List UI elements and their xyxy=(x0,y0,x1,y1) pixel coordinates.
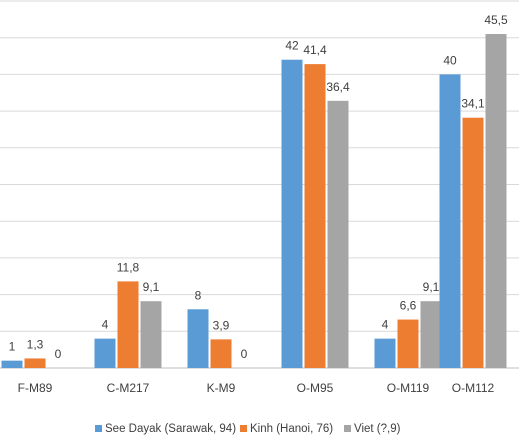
data-label: 41,4 xyxy=(303,43,327,57)
bar xyxy=(439,74,461,369)
data-label: 11,8 xyxy=(117,260,140,274)
bar xyxy=(24,358,46,368)
bar xyxy=(462,117,484,369)
bar xyxy=(327,100,349,368)
data-label: 0 xyxy=(55,347,62,361)
data-label: 42 xyxy=(285,39,299,53)
data-label: 1 xyxy=(9,340,16,354)
bar xyxy=(304,64,326,369)
legend-swatch xyxy=(344,425,351,432)
data-label: 3,9 xyxy=(213,318,230,332)
bar xyxy=(420,301,442,368)
legend-swatch xyxy=(95,425,102,432)
x-tick-label: K-M9 xyxy=(207,381,236,395)
data-label: 36,4 xyxy=(326,80,350,94)
data-label: 1,3 xyxy=(27,337,44,351)
bar xyxy=(94,338,116,368)
bar xyxy=(140,301,162,368)
x-tick-label: O-M119 xyxy=(387,381,430,395)
x-tick-label: C-M217 xyxy=(107,381,150,395)
data-label: 8 xyxy=(195,288,202,302)
x-tick-label: F-M89 xyxy=(18,381,53,395)
bar xyxy=(210,339,232,368)
x-tick-label: O-M95 xyxy=(297,381,334,395)
gridlines xyxy=(0,0,519,369)
data-label: 9,1 xyxy=(143,280,160,294)
data-label: 40 xyxy=(443,53,457,67)
x-tick-label: O-M112 xyxy=(452,381,495,395)
data-label: 6,6 xyxy=(400,299,417,313)
data-label: 4 xyxy=(382,318,389,332)
data-label: 9,1 xyxy=(423,280,440,294)
bars xyxy=(1,34,507,369)
legend-label: See Dayak (Sarawak, 94) xyxy=(105,423,236,435)
data-label: 4 xyxy=(102,318,109,332)
legend: See Dayak (Sarawak, 94) Kinh (Hanoi, 76) V… xyxy=(95,423,401,435)
bar xyxy=(281,59,303,368)
bar xyxy=(187,309,209,368)
data-label: 0 xyxy=(241,347,248,361)
bar xyxy=(117,281,139,368)
x-axis-tick-labels: F-M89 C-M217 K-M9 O-M95 O-M119 O-M112 xyxy=(18,381,495,395)
bar xyxy=(485,34,507,368)
bar xyxy=(1,360,23,368)
bar xyxy=(397,319,419,368)
legend-swatch xyxy=(240,425,247,432)
data-label: 45,5 xyxy=(484,13,508,27)
legend-label: Viet (?,9) xyxy=(354,423,401,435)
bar xyxy=(374,338,396,368)
data-label: 34,1 xyxy=(461,97,485,111)
legend-label: Kinh (Hanoi, 76) xyxy=(250,423,333,435)
